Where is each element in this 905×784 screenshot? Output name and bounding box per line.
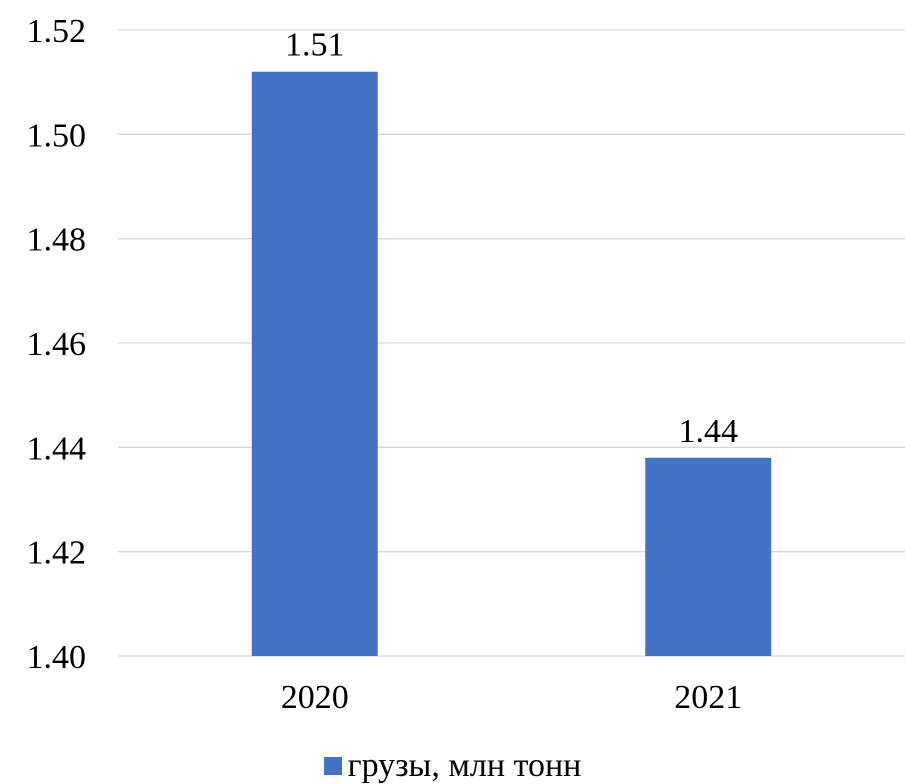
x-tick-label-2020: 2020 [281, 679, 349, 716]
y-tick-label: 1.44 [27, 430, 87, 467]
data-label-2021: 1.44 [679, 413, 739, 450]
data-label-2020: 1.51 [285, 27, 345, 64]
y-tick-label: 1.42 [27, 535, 87, 572]
legend: грузы, млн тонн [0, 748, 905, 784]
y-tick-label: 1.50 [27, 117, 87, 154]
bar-2021 [645, 457, 772, 656]
legend-swatch [323, 757, 342, 775]
y-tick-label: 1.48 [27, 222, 87, 259]
y-tick-label: 1.46 [27, 326, 87, 363]
x-tick-label-2021: 2021 [674, 679, 742, 716]
bar-2020 [251, 71, 378, 656]
y-tick-label: 1.40 [27, 639, 87, 676]
y-tick-label: 1.52 [27, 13, 87, 50]
bar-chart: 1.40 1.42 1.44 1.46 1.48 1.50 1.52 1.51 2020 1.44… [27, 13, 905, 716]
legend-label: грузы, млн тонн [347, 747, 582, 784]
